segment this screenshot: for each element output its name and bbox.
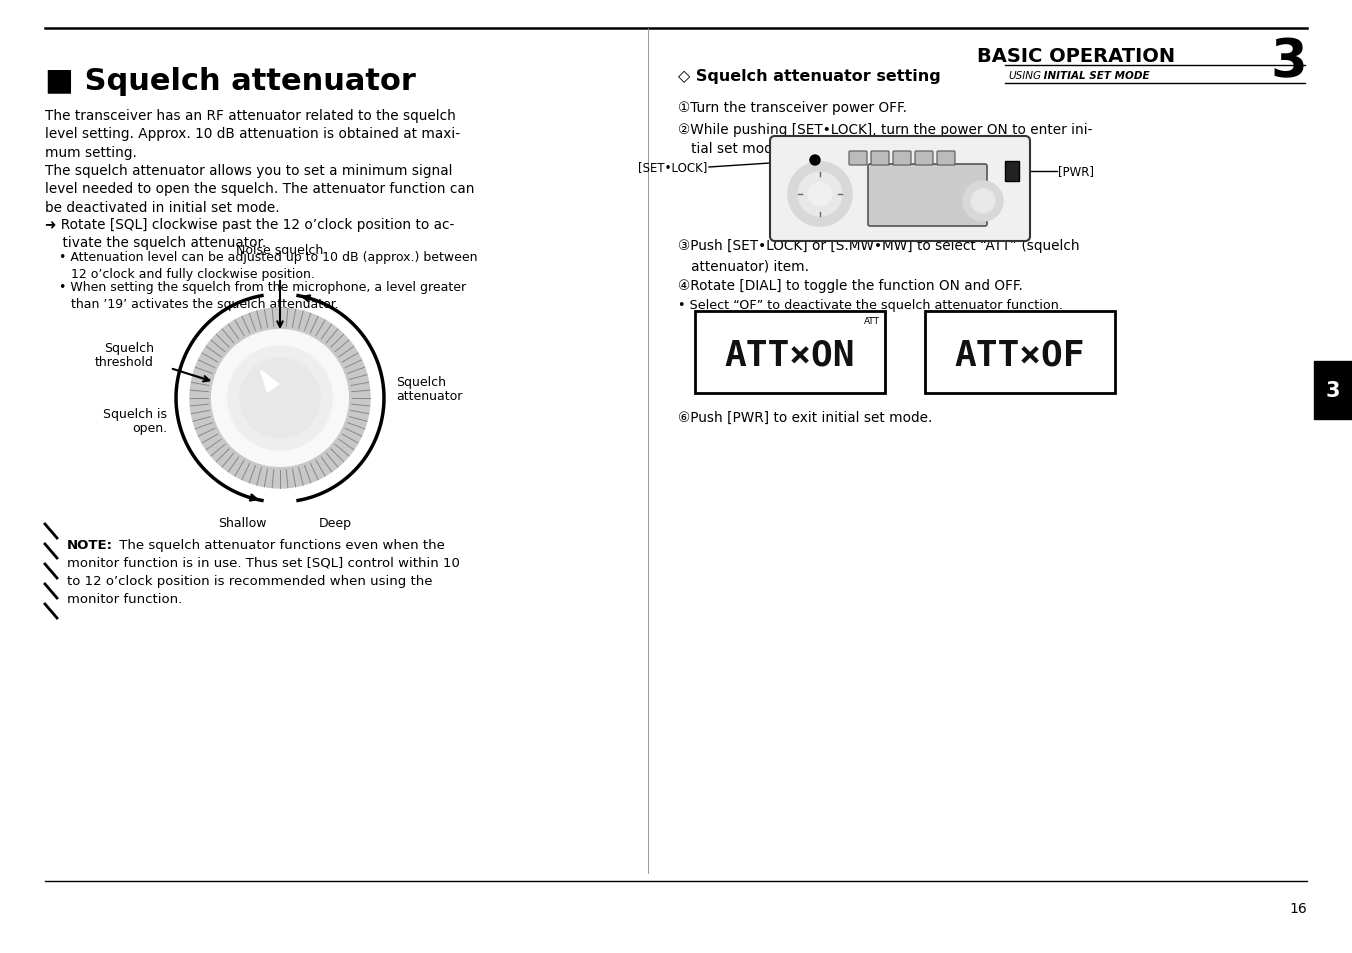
Text: • Attenuation level can be adjusted up to 10 dB (approx.) between
   12 o’clock : • Attenuation level can be adjusted up t…: [59, 251, 477, 281]
FancyBboxPatch shape: [849, 152, 867, 166]
Text: ②While pushing [SET•LOCK], turn the power ON to enter ini-: ②While pushing [SET•LOCK], turn the powe…: [677, 123, 1092, 137]
FancyBboxPatch shape: [868, 165, 987, 227]
Text: USING: USING: [1009, 71, 1041, 81]
Circle shape: [798, 172, 842, 216]
Bar: [1314, 361, 1352, 419]
Text: ■ Squelch attenuator: ■ Squelch attenuator: [45, 68, 416, 96]
Circle shape: [241, 358, 320, 438]
Text: tial set mode.: tial set mode.: [677, 142, 786, 156]
Text: The squelch attenuator allows you to set a minimum signal
level needed to open t: The squelch attenuator allows you to set…: [45, 164, 475, 214]
Text: monitor function is in use. Thus set [SQL] control within 10: monitor function is in use. Thus set [SQ…: [68, 557, 460, 569]
Text: ATT: ATT: [864, 316, 880, 326]
Bar: [1005, 162, 1019, 182]
Circle shape: [788, 163, 852, 227]
Text: BASIC OPERATION: BASIC OPERATION: [977, 47, 1175, 66]
Text: 16: 16: [1290, 901, 1307, 915]
Circle shape: [808, 183, 831, 207]
Text: ①Turn the transceiver power OFF.: ①Turn the transceiver power OFF.: [677, 101, 907, 115]
Text: Squelch: Squelch: [104, 341, 154, 355]
Text: ➜ Rotate [SQL] clockwise past the 12 o’clock position to ac-
    tivate the sque: ➜ Rotate [SQL] clockwise past the 12 o’c…: [45, 218, 454, 250]
Text: ④Rotate [DIAL] to toggle the function ON and OFF.: ④Rotate [DIAL] to toggle the function ON…: [677, 278, 1023, 293]
Circle shape: [810, 156, 821, 166]
Circle shape: [228, 347, 333, 451]
Circle shape: [212, 331, 347, 467]
Text: Noise squelch: Noise squelch: [237, 244, 323, 256]
Text: ATT×OF: ATT×OF: [955, 337, 1086, 372]
Text: Shallow: Shallow: [218, 517, 266, 530]
Text: Squelch: Squelch: [396, 375, 446, 389]
Text: • Select “OF” to deactivate the squelch attenuator function.: • Select “OF” to deactivate the squelch …: [677, 298, 1063, 312]
Text: attenuator: attenuator: [396, 390, 462, 402]
Circle shape: [963, 182, 1003, 222]
Text: 3: 3: [1326, 380, 1340, 400]
Text: The transceiver has an RF attenuator related to the squelch
level setting. Appro: The transceiver has an RF attenuator rel…: [45, 109, 460, 160]
FancyBboxPatch shape: [937, 152, 955, 166]
Circle shape: [191, 309, 370, 489]
FancyBboxPatch shape: [871, 152, 890, 166]
Text: [PWR]: [PWR]: [1059, 165, 1094, 178]
Bar: [925, 312, 1115, 394]
FancyBboxPatch shape: [771, 137, 1030, 242]
Text: NOTE:: NOTE:: [68, 538, 114, 552]
Text: monitor function.: monitor function.: [68, 593, 183, 605]
Text: open.: open.: [132, 421, 168, 435]
Text: Squelch is: Squelch is: [103, 408, 168, 420]
Text: [SET•LOCK]: [SET•LOCK]: [638, 161, 707, 174]
Text: ⑥Push [PWR] to exit initial set mode.: ⑥Push [PWR] to exit initial set mode.: [677, 411, 933, 424]
Text: The squelch attenuator functions even when the: The squelch attenuator functions even wh…: [115, 538, 445, 552]
Circle shape: [971, 190, 995, 213]
Text: threshold: threshold: [95, 355, 154, 369]
FancyBboxPatch shape: [915, 152, 933, 166]
Text: attenuator) item.: attenuator) item.: [677, 258, 808, 273]
Text: ◇ Squelch attenuator setting: ◇ Squelch attenuator setting: [677, 69, 941, 84]
Text: 3: 3: [1271, 36, 1307, 88]
Text: ③Push [SET•LOCK] or [S.MW•MW] to select “ATT” (squelch: ③Push [SET•LOCK] or [S.MW•MW] to select …: [677, 239, 1080, 253]
FancyBboxPatch shape: [894, 152, 911, 166]
Text: ATT×ON: ATT×ON: [725, 337, 856, 372]
Text: INITIAL SET MODE: INITIAL SET MODE: [1040, 71, 1149, 81]
Text: Deep: Deep: [319, 517, 352, 530]
Polygon shape: [261, 371, 279, 393]
Text: to 12 o’clock position is recommended when using the: to 12 o’clock position is recommended wh…: [68, 575, 433, 587]
Text: • When setting the squelch from the microphone, a level greater
   than ’19’ act: • When setting the squelch from the micr…: [59, 281, 466, 311]
Bar: [695, 312, 886, 394]
